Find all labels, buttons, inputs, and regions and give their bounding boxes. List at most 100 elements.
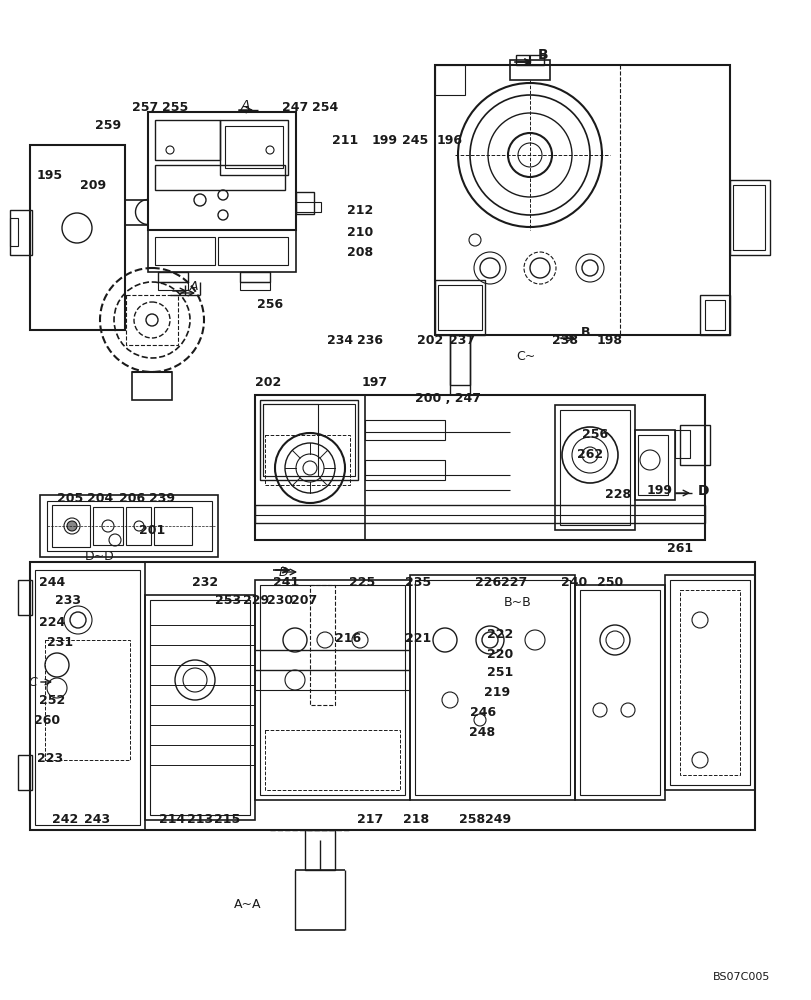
Bar	[732, 185, 764, 250]
Bar	[18, 580, 32, 615]
Bar	[126, 507, 151, 545]
Bar	[255, 580, 410, 800]
Bar	[93, 507, 122, 545]
Text: 234: 234	[327, 334, 353, 347]
Text: B: B	[538, 48, 548, 62]
Text: 228: 228	[604, 488, 630, 502]
Text: 195: 195	[36, 169, 63, 182]
Text: 250: 250	[596, 576, 622, 589]
Bar	[365, 420, 444, 440]
Text: 198: 198	[596, 334, 622, 347]
Text: D: D	[278, 566, 287, 578]
Text: 216: 216	[334, 632, 361, 645]
Text: 246: 246	[470, 706, 496, 718]
Text: 240: 240	[560, 576, 586, 589]
Text: 199: 199	[646, 484, 672, 496]
Bar	[126, 295, 178, 345]
Bar	[305, 830, 335, 870]
Text: 254: 254	[311, 101, 337, 114]
Bar	[554, 405, 634, 530]
Bar	[365, 460, 444, 480]
Text: A: A	[240, 99, 250, 113]
Text: 210: 210	[346, 226, 373, 238]
Text: 261: 261	[666, 542, 693, 554]
Bar	[10, 218, 18, 246]
Text: 222: 222	[487, 629, 513, 642]
Bar	[155, 165, 285, 190]
Bar	[664, 575, 754, 790]
Text: 213: 213	[187, 813, 212, 826]
Bar	[264, 730, 400, 790]
Bar	[296, 192, 314, 214]
Text: 235: 235	[405, 576, 431, 589]
Bar	[704, 300, 724, 330]
Bar	[579, 590, 659, 795]
Text: 227: 227	[500, 576, 526, 589]
Bar	[145, 595, 255, 820]
Bar	[18, 755, 32, 790]
Text: 229: 229	[242, 593, 268, 606]
Bar	[437, 285, 482, 330]
Bar	[225, 126, 283, 168]
Bar	[148, 112, 296, 230]
Bar	[47, 501, 212, 551]
Bar	[634, 430, 674, 500]
Bar	[435, 65, 729, 335]
Text: 230: 230	[267, 593, 293, 606]
Text: 231: 231	[47, 637, 73, 650]
Bar	[255, 395, 365, 540]
Bar	[260, 585, 405, 795]
Bar	[264, 435, 350, 485]
Text: 232: 232	[191, 576, 218, 589]
Bar	[30, 562, 754, 830]
Text: 206: 206	[118, 491, 145, 504]
Bar	[449, 335, 470, 385]
Text: 233: 233	[55, 593, 81, 606]
Bar	[255, 505, 704, 523]
Text: 226: 226	[474, 576, 500, 589]
Text: 248: 248	[469, 726, 495, 740]
Bar	[674, 430, 689, 458]
Text: 247: 247	[281, 101, 307, 114]
Text: 251: 251	[487, 666, 513, 680]
Bar	[574, 585, 664, 800]
Text: B: B	[581, 326, 590, 338]
Text: 239: 239	[148, 491, 175, 504]
Bar	[669, 580, 749, 785]
Text: 259: 259	[95, 119, 121, 132]
Text: 224: 224	[39, 615, 65, 629]
Text: 243: 243	[84, 813, 110, 826]
Text: D~D: D~D	[85, 550, 114, 564]
Text: 202: 202	[416, 334, 443, 347]
Text: 212: 212	[346, 204, 373, 217]
Text: 221: 221	[405, 632, 431, 645]
Text: 238: 238	[551, 334, 577, 347]
Text: 241: 241	[272, 576, 298, 589]
Bar	[310, 585, 335, 705]
Text: 220: 220	[487, 648, 513, 662]
Text: 255: 255	[161, 101, 188, 114]
Text: 262: 262	[577, 448, 603, 462]
Text: 256: 256	[581, 428, 607, 442]
Text: 236: 236	[357, 334, 383, 347]
Bar	[30, 145, 125, 330]
Bar	[154, 507, 191, 545]
Text: D: D	[697, 484, 709, 498]
Bar	[410, 575, 574, 800]
Bar	[679, 590, 739, 775]
Bar	[40, 495, 217, 557]
Bar	[45, 640, 130, 760]
Bar	[679, 425, 709, 465]
Text: 253: 253	[215, 593, 241, 606]
Bar	[155, 237, 215, 265]
Bar	[435, 65, 465, 95]
Text: 257: 257	[131, 101, 158, 114]
Bar	[637, 435, 667, 495]
Text: 244: 244	[39, 576, 65, 589]
Text: C~: C~	[515, 351, 534, 363]
Bar	[296, 202, 320, 212]
Text: 256: 256	[256, 298, 283, 312]
Text: 208: 208	[346, 246, 372, 259]
Bar	[52, 505, 90, 547]
Bar	[509, 60, 549, 80]
